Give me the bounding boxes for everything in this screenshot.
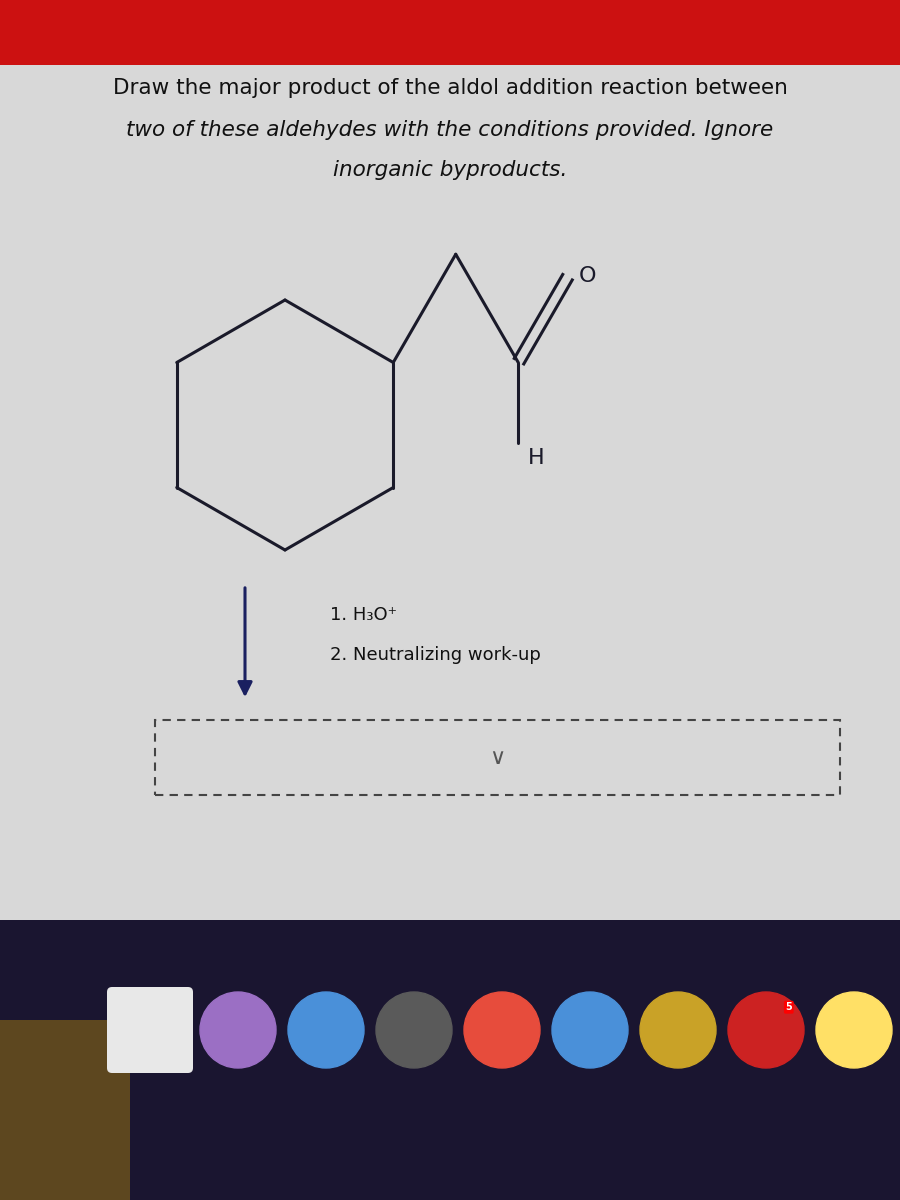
Text: ∨: ∨ [490,748,506,768]
Text: inorganic byproducts.: inorganic byproducts. [333,160,567,180]
Circle shape [728,992,804,1068]
FancyBboxPatch shape [107,986,193,1073]
Circle shape [464,992,540,1068]
Circle shape [552,992,628,1068]
Bar [155,720,840,794]
Text: 2. Neutralizing work-up: 2. Neutralizing work-up [330,646,541,664]
Text: two of these aldehydes with the conditions provided. Ignore: two of these aldehydes with the conditio… [126,120,774,140]
Circle shape [640,992,716,1068]
Text: Draw the major product of the aldol addition reaction between: Draw the major product of the aldol addi… [112,78,788,98]
Bar [0,0,900,65]
Text: 1. H₃O⁺: 1. H₃O⁺ [330,606,397,624]
Bar [0,1020,130,1200]
Circle shape [288,992,364,1068]
Circle shape [376,992,452,1068]
Circle shape [816,992,892,1068]
Bar [0,920,900,1200]
Text: H: H [528,448,544,468]
Text: O: O [579,266,596,286]
Circle shape [200,992,276,1068]
Text: 5: 5 [786,1002,792,1013]
